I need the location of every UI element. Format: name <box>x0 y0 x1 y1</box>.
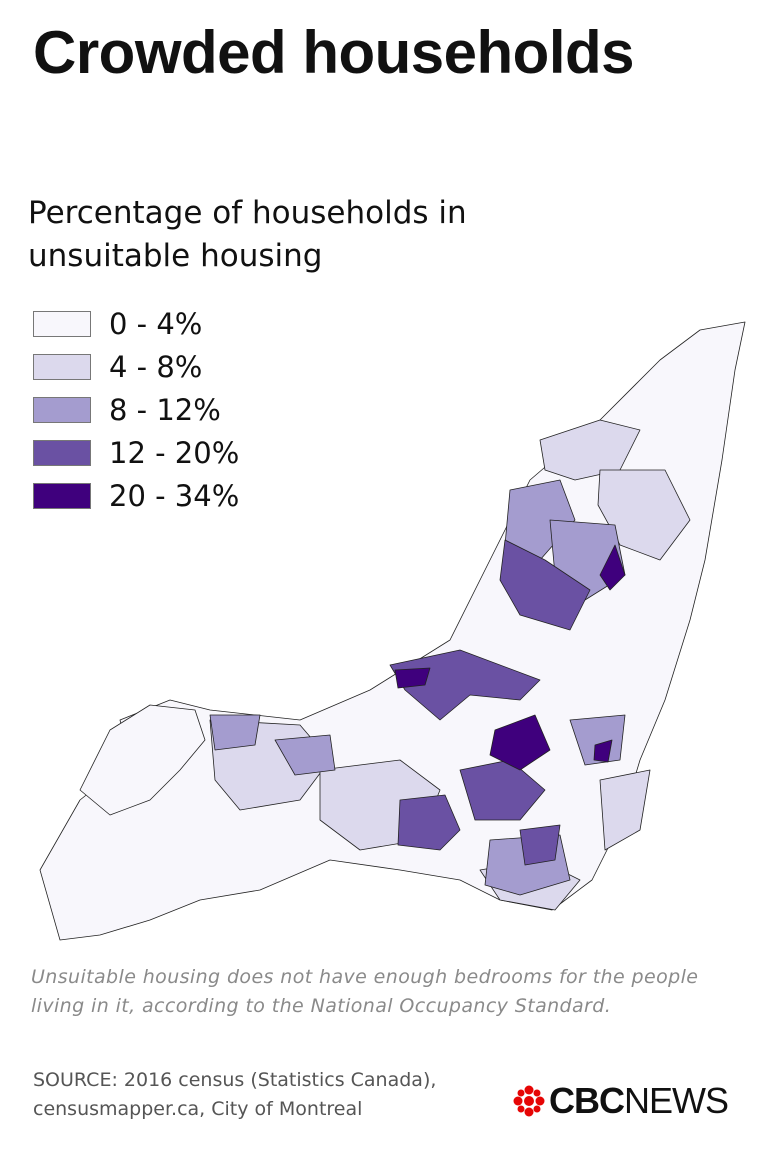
map-region <box>397 794 461 851</box>
map-region <box>394 667 431 689</box>
map-region <box>499 539 591 631</box>
map-region <box>79 704 206 816</box>
legend: 0 - 4% 4 - 8% 8 - 12% 12 - 20% 20 - 34% <box>33 302 239 517</box>
note: Unsuitable housing does not have enough … <box>31 966 699 1017</box>
legend-swatch <box>33 396 91 423</box>
map-region <box>274 734 336 776</box>
legend-swatch <box>33 439 91 466</box>
legend-swatch <box>33 310 91 337</box>
map-region <box>599 769 651 851</box>
map <box>39 321 746 941</box>
legend-label: 0 - 4% <box>109 306 203 341</box>
logo-brand: CBC <box>549 1080 625 1121</box>
legend-label: 12 - 20% <box>109 435 240 470</box>
logo-gem <box>513 1085 545 1117</box>
subtitle: Percentage of households in unsuitable h… <box>28 195 467 274</box>
map-region <box>209 714 261 751</box>
source: SOURCE: 2016 census (Statistics Canada),… <box>33 1069 437 1120</box>
map-region <box>569 714 626 766</box>
logo-section: NEWS <box>624 1080 729 1121</box>
map-region <box>489 714 551 771</box>
legend-label: 8 - 12% <box>109 392 221 427</box>
title: Crowded households <box>33 19 635 86</box>
legend-item: 12 - 20% <box>33 431 239 474</box>
map-region <box>519 824 561 866</box>
legend-label: 4 - 8% <box>109 349 203 384</box>
logo: CBC NEWS <box>513 1080 729 1122</box>
legend-item: 4 - 8% <box>33 345 239 388</box>
map-region <box>389 649 541 721</box>
legend-label: 20 - 34% <box>109 478 240 513</box>
map-region <box>459 759 546 821</box>
legend-item: 8 - 12% <box>33 388 239 431</box>
map-region <box>599 544 626 591</box>
legend-swatch <box>33 482 91 509</box>
map-region <box>39 321 746 941</box>
legend-item: 20 - 34% <box>33 474 239 517</box>
map-regions <box>39 321 746 941</box>
legend-swatch <box>33 353 91 380</box>
map-region <box>597 469 691 561</box>
map-region <box>593 739 613 763</box>
legend-item: 0 - 4% <box>33 302 239 345</box>
